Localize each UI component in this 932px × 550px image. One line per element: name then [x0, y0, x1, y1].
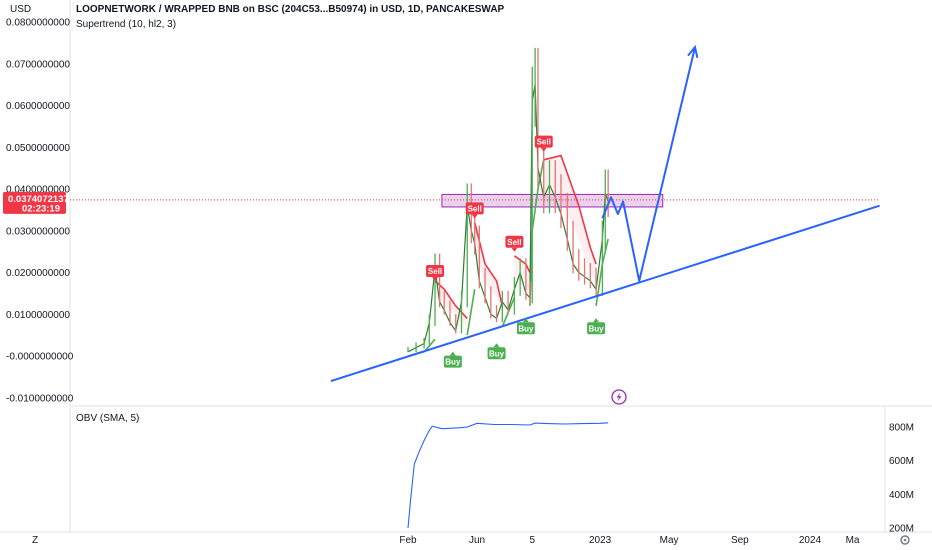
- signal-box: [487, 347, 506, 360]
- sell-signal[interactable]: Sell: [505, 235, 524, 252]
- x-tick-label: 2023: [589, 535, 612, 546]
- supertrend-fill: [543, 155, 597, 285]
- projection-path[interactable]: [601, 46, 696, 282]
- obv-tick-label: 200M: [889, 524, 914, 535]
- supertrend-up-segment: [466, 289, 476, 336]
- obv-line: [407, 422, 609, 529]
- signal-label: Buy: [445, 358, 461, 367]
- chart-title: LOOPNETWORK / WRAPPED BNB on BSC (204C53…: [76, 4, 505, 15]
- obv-tick-label: 400M: [889, 490, 914, 501]
- x-tick-label: 5: [529, 535, 535, 546]
- y-tick-label: -0.0100000000: [6, 393, 74, 404]
- signal-label: Sell: [507, 238, 521, 247]
- buy-signal[interactable]: Buy: [516, 318, 535, 335]
- obv-tick-label: 800M: [889, 423, 914, 434]
- supertrend-down-segment: [543, 154, 597, 265]
- y-tick-label: 0.0600000000: [6, 101, 70, 112]
- x-tick-label: Sep: [731, 535, 749, 546]
- x-tick-label: Jun: [469, 535, 485, 546]
- gear-icon[interactable]: [900, 535, 910, 545]
- y-tick-label: 0.0500000000: [6, 143, 70, 154]
- x-tick-label: May: [660, 535, 679, 546]
- y-tick-label: 0.0800000000: [6, 18, 70, 29]
- signal-box: [516, 322, 535, 335]
- signal-pointer: [432, 277, 439, 282]
- signal-box: [465, 202, 484, 215]
- signal-pointer: [522, 318, 529, 323]
- signal-label: Buy: [518, 324, 534, 333]
- signal-pointer: [511, 247, 518, 252]
- buy-signal[interactable]: Buy: [587, 318, 606, 335]
- indicator-label[interactable]: Supertrend (10, hl2, 3): [76, 19, 176, 30]
- price-countdown: 02:23:19: [22, 203, 60, 214]
- obv-pane-label[interactable]: OBV (SMA, 5): [76, 413, 139, 424]
- y-tick-label: 0.0100000000: [6, 310, 70, 321]
- y-tick-label: 0.0300000000: [6, 226, 70, 237]
- y-tick-label: 0.0700000000: [6, 59, 70, 70]
- signal-label: Sell: [428, 267, 442, 276]
- signal-label: Buy: [489, 349, 505, 358]
- signal-box: [505, 235, 524, 248]
- sell-signal[interactable]: Sell: [534, 135, 553, 152]
- currency-label: USD: [10, 4, 31, 15]
- signal-label: Buy: [588, 324, 604, 333]
- projection-arrow-head: [687, 44, 699, 59]
- signal-pointer: [471, 214, 478, 219]
- current-price-value: 0.0374072137: [8, 194, 69, 205]
- support-trendline[interactable]: [330, 204, 880, 383]
- lightning-icon[interactable]: [611, 389, 627, 405]
- signal-pointer: [449, 351, 456, 356]
- x-tick-label: Feb: [399, 535, 417, 546]
- x-tick-label: Ma: [846, 535, 860, 546]
- buy-signal[interactable]: Buy: [443, 351, 462, 368]
- signal-label: Sell: [537, 138, 551, 147]
- supertrend-up-segment: [529, 159, 545, 306]
- y-tick-label: 0.0400000000: [6, 185, 70, 196]
- price-badge-bg: [3, 191, 66, 214]
- signal-pointer: [493, 343, 500, 348]
- signal-box: [426, 265, 445, 278]
- signal-box: [443, 355, 462, 368]
- sell-signal[interactable]: Sell: [465, 202, 484, 219]
- obv-tick-label: 600M: [889, 456, 914, 467]
- x-tick-label: 2024: [799, 535, 822, 546]
- buy-signal[interactable]: Buy: [487, 343, 506, 360]
- signal-box: [534, 135, 553, 148]
- y-tick-label: -0.0000000000: [6, 352, 74, 363]
- signal-pointer: [593, 318, 600, 323]
- sell-signal[interactable]: Sell: [426, 265, 445, 282]
- signal-label: Sell: [468, 204, 482, 213]
- signal-pointer: [540, 147, 547, 152]
- supertrend-fill: [474, 222, 503, 317]
- signal-box: [587, 322, 606, 335]
- y-tick-label: 0.0200000000: [6, 268, 70, 279]
- tradingview-logo[interactable]: Z: [32, 535, 38, 546]
